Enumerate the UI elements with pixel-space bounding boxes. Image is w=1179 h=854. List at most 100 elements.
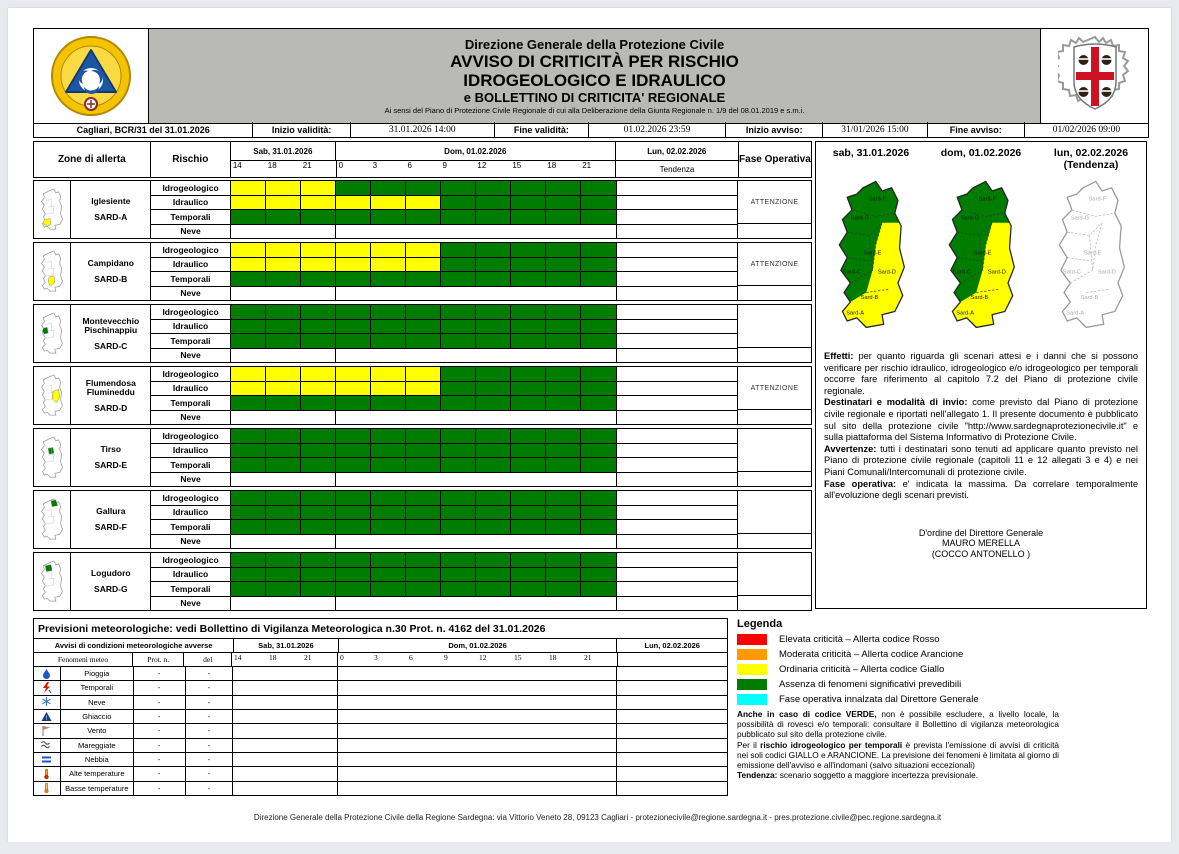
thunderstorm-icon: [43, 681, 52, 694]
alert-cell: [266, 597, 301, 611]
alert-cell: [300, 305, 336, 319]
alert-cell: [231, 349, 266, 363]
signature-line-3: (COCCO ANTONELLO ): [931, 548, 1031, 559]
meteo-tick: 9: [444, 653, 448, 662]
info-value-0: 31.01.2026 14:00: [388, 124, 456, 135]
alert-cell: [510, 520, 546, 534]
zone-mini-map-icon: [41, 497, 64, 540]
legend-item-label: Ordinaria criticità – Allerta codice Gia…: [779, 664, 945, 675]
alert-cell: [370, 210, 406, 224]
alert-cell: [336, 287, 371, 301]
alert-cell: [475, 381, 511, 395]
tendenza-cell: [616, 258, 738, 272]
alert-cell: [371, 349, 406, 363]
risk-labels-cell: Idrogeologico Idraulico Temporali Neve: [151, 367, 231, 424]
meteo-icon-cell: [34, 695, 61, 709]
meteo-prot-value: -: [134, 681, 186, 695]
alert-cell: [475, 553, 511, 567]
alert-cell: [335, 396, 371, 410]
zone-block-sard-b: Campidano SARD-B Idrogeologico Idraulico Tem…: [33, 242, 812, 301]
meteo-table-title: Previsioni meteorologiche: vedi Bolletti…: [34, 619, 727, 639]
alert-cell: [475, 429, 511, 443]
tendenza-cell: [616, 320, 738, 334]
legend-note-0: Anche in caso di codice VERDE, non è pos…: [737, 709, 1059, 740]
meteo-phenomenon-name: Alte temperature: [61, 767, 134, 781]
alert-row-neve: [231, 286, 616, 301]
alert-cell: [475, 367, 511, 381]
alert-cell: [511, 411, 546, 425]
alert-cell: [440, 443, 476, 457]
risk-labels-cell: Idrogeologico Idraulico Temporali Neve: [151, 491, 231, 548]
tendenza-cell: [616, 196, 738, 210]
meteo-del-value: -: [186, 738, 234, 752]
meteo-empty-dom: [338, 724, 618, 738]
meteo-prot-value: -: [134, 738, 186, 752]
fase-operativa-value: [738, 429, 811, 471]
tendenza-cell: [616, 367, 738, 382]
map-region-label: Sard-E: [864, 250, 882, 256]
alert-cell: [580, 429, 616, 443]
map-region-label: Sard-B: [971, 295, 989, 301]
snow-icon: [42, 697, 52, 707]
meteo-empty-sab: [233, 667, 339, 681]
meteo-tick: 21: [304, 653, 312, 662]
info-label-3: Fine avviso:: [949, 124, 1002, 135]
zone-name-cell: Montevecchio Pischinappiu SARD-C: [71, 305, 152, 362]
alert-cell: [580, 520, 616, 534]
risk-label: Temporali: [151, 396, 230, 411]
alert-row-temporali: [230, 272, 616, 287]
risk-label: Temporali: [151, 458, 230, 473]
map-region-label: Sard-B: [861, 295, 879, 301]
legend-items: Elevata criticità – Allerta codice Rosso…: [737, 634, 1149, 705]
alert-row-idrogeologico: [230, 429, 616, 444]
legend-item-label: Moderata criticità – Allerta codice Aran…: [779, 649, 964, 660]
alert-cell: [231, 535, 266, 549]
alert-row-temporali: [230, 396, 616, 411]
meteo-day-header-2: Lun, 02.02.2026: [644, 641, 700, 650]
alert-cell: [300, 334, 336, 348]
fase-operativa-cell: ATTENZIONE: [737, 367, 812, 424]
header-title-line1: AVVISO DI CRITICITÀ PER RISCHIO: [450, 51, 739, 71]
alert-cell: [510, 367, 546, 381]
alert-cell: [476, 287, 511, 301]
alert-cell: [301, 596, 336, 610]
side-paragraph-3: Fase operativa: e' indicata la massima. …: [824, 478, 1138, 501]
alert-row-idraulico: [230, 505, 616, 520]
alert-cell: [265, 458, 301, 472]
alert-cell: [370, 520, 406, 534]
meteo-phenomenon-name: Nebbia: [61, 752, 134, 767]
alert-cell: [265, 305, 301, 319]
alert-cell: [265, 520, 301, 534]
meteo-empty-lun: [617, 782, 727, 795]
tendenza-cell: [616, 568, 738, 582]
alert-row-temporali: [230, 334, 616, 349]
alert-cell: [335, 319, 371, 333]
alert-cell: [510, 429, 546, 443]
meteo-tick: 15: [514, 653, 522, 662]
alert-cell: [580, 553, 616, 567]
alert-cell: [510, 582, 546, 596]
meteo-empty-lun: [617, 710, 727, 723]
alert-cell: [405, 553, 441, 567]
meteo-prot-value: -: [134, 767, 186, 781]
meteo-empty-dom: [338, 667, 618, 681]
zone-mini-map-icon: [41, 311, 64, 354]
alert-cells: [230, 181, 616, 238]
tick-label: 3: [372, 161, 378, 170]
alert-cell: [405, 505, 441, 519]
alert-cell: [405, 257, 441, 271]
alert-cells: [230, 367, 616, 425]
tendenza-cell: [616, 506, 738, 520]
alert-cell: [370, 319, 406, 333]
risk-label: Temporali: [151, 210, 230, 225]
meteo-phenomenon-name: Neve: [61, 695, 134, 709]
tick-label: 12: [477, 161, 487, 170]
alert-cell: [300, 491, 336, 505]
alert-cell: [510, 181, 546, 195]
meteo-empty-lun: [617, 767, 727, 780]
alert-cell: [300, 257, 336, 271]
tendenza-cells: [615, 305, 738, 362]
alert-cell: [440, 257, 476, 271]
meteo-empty-dom: [338, 767, 618, 781]
alert-cell: [230, 567, 266, 581]
